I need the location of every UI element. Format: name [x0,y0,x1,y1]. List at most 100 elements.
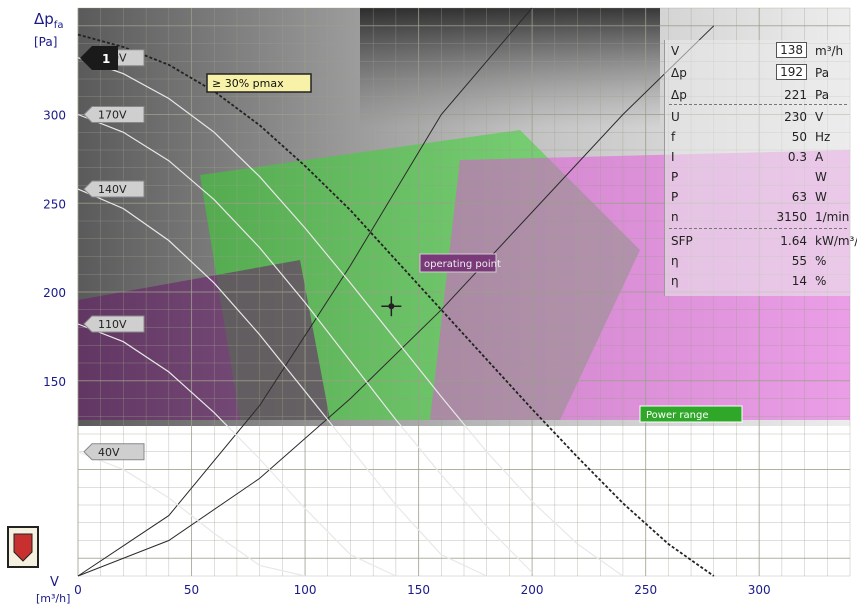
curve-label-box [83,443,145,461]
system-curve [77,7,533,577]
info-key: f [671,130,676,144]
curve-label-110V: 110V [83,315,145,333]
y-axis-label-main: Δp [34,10,54,28]
fan-curve-230V [77,33,715,577]
info-row: U 230 V [669,108,847,128]
power-range-box [639,405,743,423]
info-value: 55 [791,254,807,268]
info-key: η [671,254,679,268]
x-tick-label: 250 [634,583,657,597]
info-key: P [671,190,679,204]
fan-curve-200V [77,57,624,577]
info-key: Δp [671,66,687,80]
badge-shape [80,46,118,70]
info-unit: W [815,190,827,204]
op-point-text: operating point [424,259,501,270]
badge-text: 1 [102,52,110,66]
info-value: 3150 [776,210,807,224]
info-value: 63 [791,190,807,204]
curve-labels: 200V170V140V110V40V [83,49,145,461]
info-key: SFP [671,234,693,248]
x-tick-label: 150 [407,583,430,597]
info-unit: V [815,110,824,124]
info-row: V 138 m³/h [669,42,847,62]
x-axis-unit: [m³/h] [36,592,70,605]
info-unit: Hz [815,130,831,144]
fan-curve-110V [77,323,397,577]
curve-label-text: 40V [98,446,120,459]
y-axis-unit: [Pa] [34,35,57,49]
info-unit: m³/h [815,44,844,58]
annotations: 1 ≥ 30% pmax operating point Power range [80,46,743,423]
y-tick-label: 150 [43,375,66,389]
info-value: 230 [784,110,807,124]
curve-label-box [83,180,145,198]
info-row: Δp 221 Pa [669,86,847,106]
power-range-label: Power range [639,405,743,423]
curve-label-170V: 170V [83,106,145,123]
info-unit: A [815,150,824,164]
fan-curve-140V [77,188,487,577]
info-row: η 14% [669,272,847,292]
shield-icon [13,533,33,562]
info-unit: 1/min [815,210,850,224]
info-unit: Pa [815,88,830,102]
info-unit: % [815,254,827,268]
info-key: η [671,274,679,288]
info-unit: W [815,170,827,184]
fan-curve-170V [77,113,533,573]
x-tick-label: 50 [184,583,199,597]
info-row: Δp 192 Pa [669,64,847,84]
info-key: Δp [671,88,687,102]
info-value: 138 [776,42,807,58]
y-axis-label: Δpfa [34,10,63,31]
curve-label-text: 110V [98,318,127,331]
curve-number-badge: 1 [80,46,118,70]
info-key: V [671,44,680,58]
grid [77,7,851,577]
fan-curves [77,33,715,577]
info-row: η 55% [669,252,847,272]
info-row: SFP 1.64 kW/m³/s [669,232,857,252]
pmax-box [206,73,312,93]
system-curves [77,7,715,577]
pmax-text: ≥ 30% pmax [212,77,284,90]
operating-point [381,296,402,317]
plot-top-shade [360,8,660,128]
x-tick-label: 300 [748,583,771,597]
info-value: 221 [784,88,807,102]
info-separator [669,228,847,229]
curve-label-text: 140V [98,183,127,196]
info-value: 50 [791,130,807,144]
x-tick-label: 0 [74,583,82,597]
system-curve [77,25,715,577]
curve-label-140V: 140V [83,180,145,198]
info-row: n 3150 1/min [669,208,850,228]
op-point-marker [388,303,395,310]
y-tick-label: 250 [43,197,66,211]
info-unit: % [815,274,827,288]
purple-band [78,260,330,420]
info-key: U [671,110,680,124]
fan-curve-40V [77,451,306,577]
op-point-label: operating point [419,253,501,273]
x-tick-label: 200 [521,583,544,597]
curve-label-box [83,315,145,333]
info-unit: Pa [815,66,830,80]
info-key: P [671,170,679,184]
info-value: 192 [776,64,807,80]
y-tick-label: 300 [43,109,66,123]
pmax-label: ≥ 30% pmax [206,73,312,93]
curve-label-40V: 40V [83,443,145,461]
info-value: 14 [791,274,807,288]
curve-label-box [83,106,145,123]
info-row: I 0.3 A [669,148,847,168]
info-value: 0.3 [787,150,807,164]
curve-label-text: 170V [98,109,127,122]
axis-ticks: 0 50 100 150 200 250 300 150 200 250 300 [43,109,771,598]
y-axis-label-sub: fa [54,20,64,31]
info-row: P 63 W [669,188,847,208]
op-point-box [419,253,497,273]
